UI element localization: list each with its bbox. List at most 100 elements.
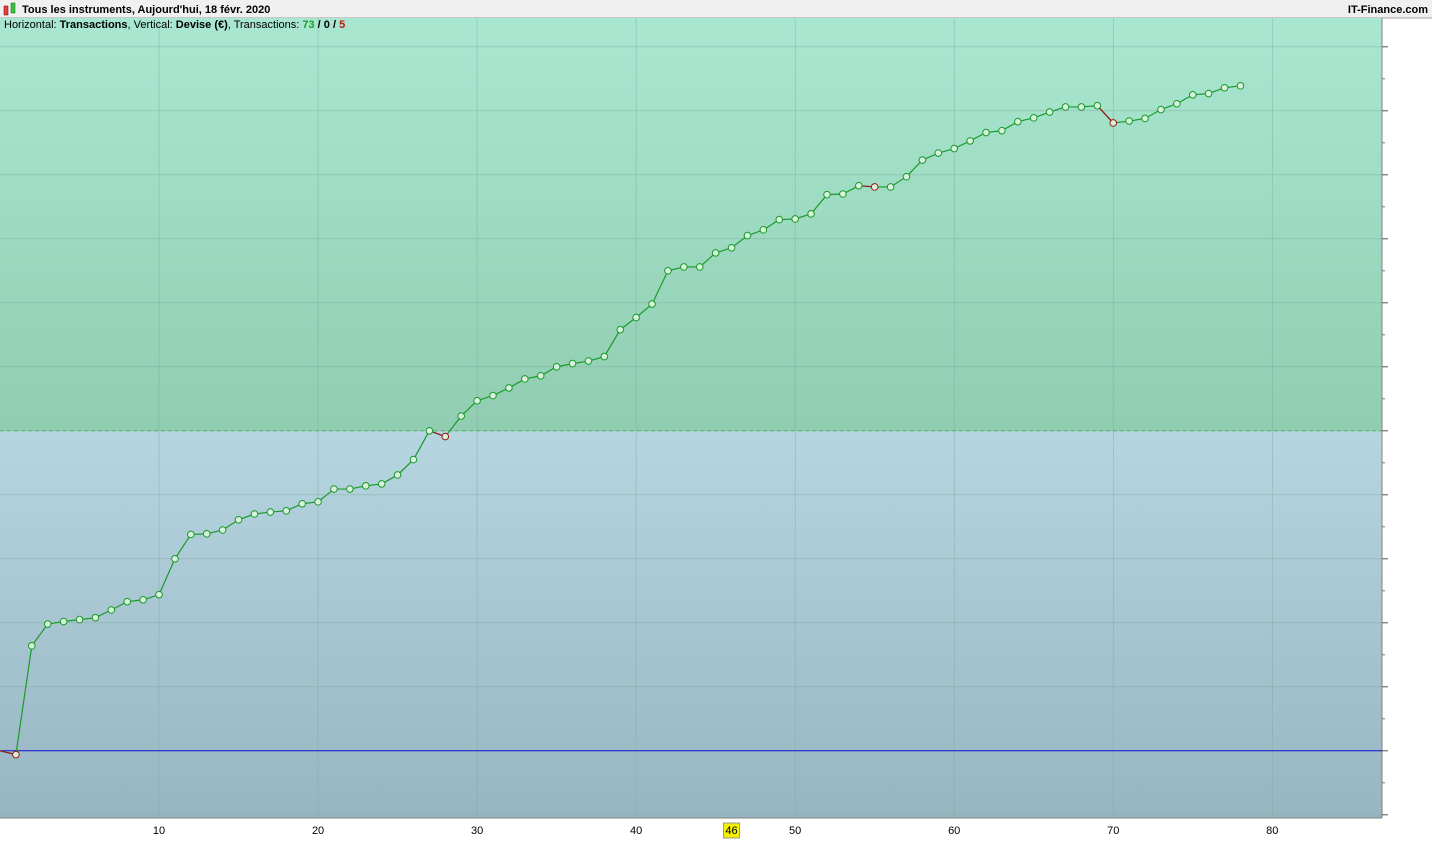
transaction-marker (1014, 117, 1022, 126)
transaction-marker (441, 432, 450, 441)
transaction-marker (298, 499, 306, 508)
transaction-marker (552, 363, 561, 371)
transaction-marker (234, 515, 243, 524)
loss-segment (1096, 105, 1114, 124)
transaction-marker (1236, 82, 1245, 90)
x-tick-label: 50 (789, 825, 801, 837)
x-tick-label: 60 (948, 825, 960, 837)
transaction-marker (43, 620, 52, 628)
transaction-marker (854, 181, 863, 190)
cursor-label: 46 (725, 825, 737, 837)
transaction-marker (775, 215, 784, 224)
transaction-marker (505, 384, 513, 392)
transaction-marker (839, 190, 847, 198)
transaction-marker (377, 480, 386, 488)
transaction-marker (489, 391, 497, 400)
info-value: Devise (€) (175, 19, 228, 31)
transaction-marker (473, 396, 481, 405)
transaction-marker (1220, 83, 1229, 92)
transaction-marker (966, 137, 974, 145)
transaction-marker (12, 750, 20, 759)
transaction-marker (107, 606, 116, 614)
transaction-marker (1125, 117, 1133, 125)
info-text: , Vertical: (127, 19, 176, 31)
transaction-marker (266, 508, 275, 516)
transaction-marker (743, 231, 752, 240)
transaction-marker (886, 183, 895, 191)
transaction-marker (1188, 91, 1197, 99)
transaction-marker (1061, 103, 1070, 111)
transaction-marker (791, 215, 799, 223)
transaction-marker (998, 126, 1006, 135)
transaction-marker (314, 498, 322, 506)
transaction-marker (711, 249, 720, 257)
transaction-marker (950, 144, 959, 153)
transaction-marker (902, 172, 911, 181)
transaction-marker (536, 371, 545, 380)
transaction-marker (28, 642, 36, 650)
transaction-marker (632, 313, 640, 322)
bottom-axis (0, 818, 1432, 840)
transaction-marker (584, 357, 593, 365)
app-icon (3, 2, 16, 16)
transaction-marker (1157, 105, 1165, 114)
even: 0 (323, 19, 330, 31)
losers: 5 (339, 19, 346, 31)
transaction-marker (346, 485, 354, 493)
transaction-marker (330, 485, 338, 493)
transaction-marker (918, 156, 927, 164)
transaction-marker (568, 359, 577, 368)
profit-zone (0, 18, 1382, 431)
transaction-marker (982, 128, 990, 137)
transaction-marker (616, 325, 625, 334)
transaction-marker (934, 149, 943, 157)
transaction-marker (870, 183, 879, 191)
info-line: Horizontal: Transactions, Vertical: Devi… (4, 19, 345, 31)
title-bar (0, 0, 1432, 18)
transaction-marker (282, 507, 291, 515)
transaction-marker (727, 243, 736, 252)
title: Tous les instruments, Aujourd'hui, 18 fé… (22, 4, 270, 16)
transaction-marker (807, 210, 815, 218)
transaction-marker (425, 427, 434, 435)
transaction-marker (457, 412, 465, 420)
separator: / (314, 19, 324, 31)
transaction-marker (187, 530, 195, 539)
transaction-marker (393, 471, 402, 479)
loss-zone (0, 430, 1382, 818)
transaction-marker (202, 530, 211, 538)
transaction-marker (1204, 89, 1213, 98)
transaction-marker (1173, 99, 1181, 108)
transaction-marker (75, 615, 84, 624)
transaction-marker (91, 613, 100, 622)
x-tick-label: 20 (312, 825, 324, 837)
x-tick-label: 40 (630, 825, 642, 837)
separator: / (329, 19, 340, 31)
info-text: Horizontal: (4, 19, 60, 31)
transaction-marker (600, 352, 609, 361)
transaction-marker (361, 482, 370, 490)
transaction-marker (823, 190, 831, 199)
transaction-marker (1045, 108, 1054, 116)
transaction-marker (1029, 114, 1038, 122)
transaction-marker (1093, 101, 1102, 110)
x-tick-label: 70 (1107, 825, 1119, 837)
transaction-marker (759, 226, 768, 234)
info-text: , Transactions: (227, 19, 303, 31)
transaction-marker (123, 597, 132, 606)
transaction-marker (139, 595, 147, 604)
transaction-marker (648, 300, 656, 308)
winners: 73 (302, 19, 315, 31)
transaction-marker (695, 263, 704, 271)
transaction-marker (521, 375, 529, 383)
transaction-marker (664, 267, 672, 275)
x-tick-label: 80 (1266, 825, 1278, 837)
transaction-marker (409, 455, 418, 464)
transaction-marker (155, 590, 163, 599)
cursor-marker (723, 822, 741, 839)
transaction-marker (218, 526, 227, 534)
brand: IT-Finance.com (1348, 4, 1428, 16)
transaction-marker (59, 617, 68, 626)
